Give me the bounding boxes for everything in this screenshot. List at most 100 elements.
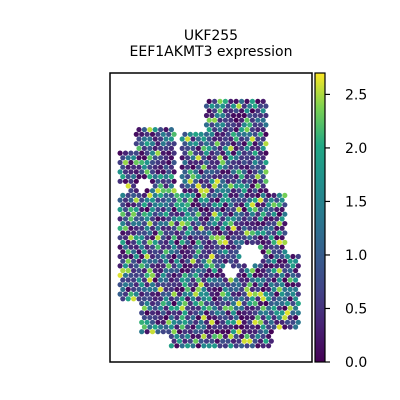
- expression-spot: [176, 282, 183, 288]
- expression-spot: [295, 272, 301, 278]
- expression-spot: [220, 225, 226, 231]
- expression-spot: [185, 230, 191, 236]
- expression-spot: [160, 169, 166, 175]
- expression-spot: [241, 188, 247, 194]
- expression-spot: [168, 324, 174, 330]
- expression-spot: [193, 141, 199, 147]
- expression-spot: [136, 164, 142, 170]
- expression-spot: [241, 338, 247, 344]
- expression-spot: [166, 235, 172, 241]
- expression-spot: [128, 225, 134, 231]
- expression-spot: [255, 333, 261, 339]
- expression-spot: [158, 324, 164, 330]
- expression-spot: [133, 197, 139, 203]
- expression-spot: [171, 225, 177, 231]
- expression-spot: [141, 268, 147, 274]
- expression-spot: [139, 206, 145, 213]
- expression-spot: [244, 296, 250, 302]
- expression-spot: [209, 338, 215, 344]
- expression-spot: [155, 253, 161, 260]
- expression-spot: [176, 244, 183, 250]
- expression-spot: [144, 159, 150, 166]
- expression-spot: [125, 239, 131, 245]
- expression-spot: [220, 253, 226, 260]
- expression-spot: [190, 136, 196, 142]
- expression-spot: [212, 324, 218, 330]
- expression-spot: [217, 108, 223, 114]
- expression-spot: [236, 263, 242, 269]
- expression-spot: [233, 145, 239, 151]
- expression-spot: [222, 305, 228, 311]
- expression-spot: [247, 329, 253, 335]
- expression-spot: [279, 235, 285, 241]
- expression-spot: [176, 300, 183, 307]
- expression-spot: [206, 286, 212, 292]
- expression-spot: [136, 249, 142, 255]
- expression-spot: [166, 244, 172, 250]
- expression-spot: [166, 131, 172, 137]
- expression-spot: [247, 338, 253, 344]
- expression-spot: [220, 103, 226, 109]
- expression-spot: [266, 296, 272, 302]
- expression-spot: [152, 155, 158, 161]
- expression-spot: [203, 338, 210, 344]
- expression-spot: [120, 202, 126, 208]
- expression-spot: [274, 253, 280, 260]
- expression-spot: [249, 230, 255, 236]
- expression-spot: [185, 136, 191, 142]
- expression-spot: [190, 286, 196, 292]
- expression-spot: [158, 239, 164, 245]
- expression-spot: [266, 239, 272, 245]
- expression-spot: [266, 268, 272, 274]
- expression-spot: [257, 300, 264, 307]
- expression-spot: [117, 272, 123, 278]
- expression-spot: [279, 244, 285, 250]
- expression-spot: [230, 122, 237, 128]
- expression-spot: [212, 211, 218, 217]
- expression-spot: [217, 239, 223, 245]
- expression-spot: [252, 206, 258, 213]
- expression-spot: [225, 253, 231, 260]
- expression-spot: [230, 338, 237, 344]
- expression-spot: [168, 315, 174, 321]
- expression-spot: [125, 192, 131, 198]
- expression-spot: [171, 150, 177, 156]
- expression-spot: [193, 319, 199, 325]
- expression-spot: [193, 235, 199, 241]
- expression-spot: [185, 164, 191, 170]
- expression-spot: [147, 155, 153, 161]
- expression-spot: [217, 315, 223, 321]
- expression-spot: [190, 277, 196, 283]
- expression-spot: [136, 155, 142, 161]
- expression-spot: [209, 300, 215, 307]
- expression-spot: [255, 296, 261, 302]
- expression-spot: [244, 192, 250, 198]
- expression-spot: [252, 291, 258, 297]
- expression-spot: [220, 235, 226, 241]
- expression-spot: [174, 211, 180, 217]
- expression-spot: [212, 305, 218, 311]
- expression-spot: [171, 197, 177, 203]
- expression-spot: [225, 188, 231, 194]
- expression-spot: [260, 286, 266, 292]
- expression-spot: [182, 178, 188, 184]
- expression-spot: [193, 291, 199, 297]
- expression-spot: [260, 164, 266, 170]
- expression-spot: [228, 211, 234, 217]
- expression-spot: [117, 197, 123, 203]
- expression-spot: [282, 192, 288, 198]
- expression-spot: [122, 263, 129, 269]
- expression-spot: [274, 216, 280, 222]
- expression-spot: [131, 164, 137, 170]
- expression-spot: [236, 329, 242, 335]
- expression-spot: [257, 338, 264, 344]
- expression-spot: [252, 103, 258, 109]
- expression-spot: [163, 221, 169, 227]
- expression-spot: [233, 249, 239, 255]
- expression-spot: [266, 333, 272, 339]
- expression-spot: [117, 244, 123, 250]
- expression-spot: [163, 296, 169, 302]
- expression-spot: [182, 206, 188, 213]
- expression-spot: [155, 244, 161, 250]
- expression-spot: [128, 178, 134, 184]
